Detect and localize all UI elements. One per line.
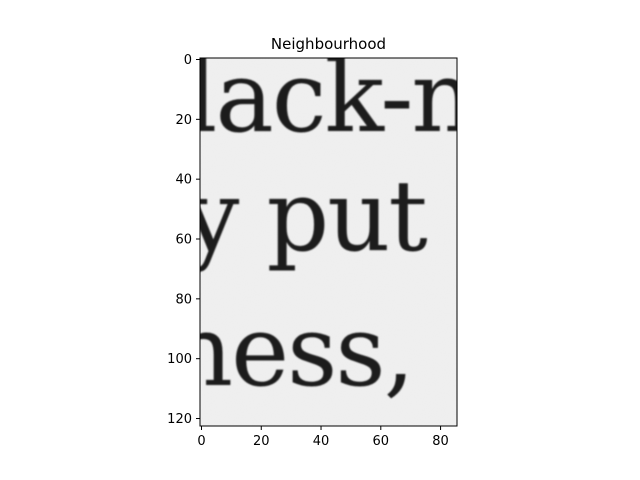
y-tick-label: 0 (184, 53, 192, 68)
x-tick-label: 40 (313, 434, 330, 449)
x-tick-label: 0 (197, 434, 205, 449)
image-text-line-1: lack-n (186, 41, 473, 155)
image-area: lack-n y put ness, (170, 41, 473, 426)
y-tick-label: 40 (175, 173, 192, 188)
image-text-line-3: ness, (170, 295, 413, 409)
y-tick-label: 100 (167, 352, 192, 367)
paper-background (200, 58, 457, 426)
x-tick-label: 20 (253, 434, 270, 449)
chart-title: Neighbourhood (271, 35, 386, 53)
x-axis: 0 20 40 60 80 (197, 426, 449, 449)
y-tick-label: 20 (175, 113, 192, 128)
image-text-line-2: y put (183, 160, 427, 274)
x-tick-label: 60 (373, 434, 390, 449)
x-tick-label: 80 (432, 434, 449, 449)
axes-frame (199, 57, 458, 427)
y-tick-label: 80 (175, 292, 192, 307)
y-axis: 0 20 40 60 80 100 120 (167, 53, 200, 427)
y-tick-label: 120 (167, 412, 192, 427)
y-tick-label: 60 (175, 233, 192, 248)
